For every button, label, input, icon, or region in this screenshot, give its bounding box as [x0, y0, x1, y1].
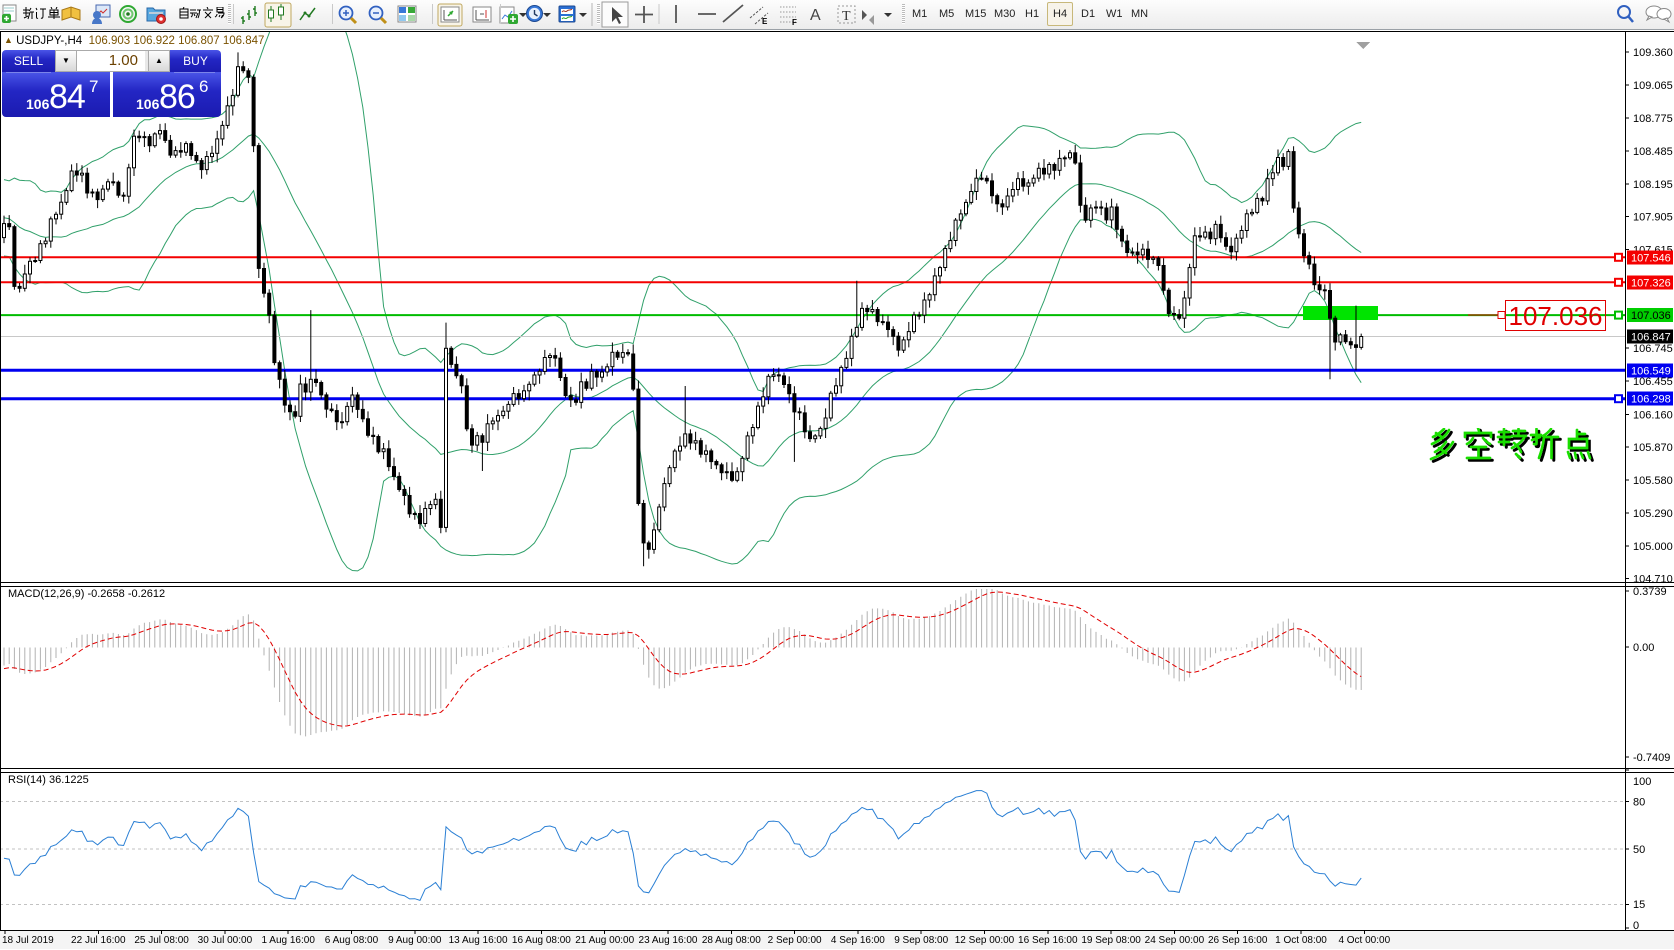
- svg-text:106.549: 106.549: [1631, 365, 1671, 377]
- svg-text:0: 0: [1633, 920, 1639, 932]
- svg-text:4 Sep 16:00: 4 Sep 16:00: [831, 935, 885, 946]
- svg-text:9 Aug 00:00: 9 Aug 00:00: [388, 935, 442, 946]
- svg-text:4 Oct 00:00: 4 Oct 00:00: [1338, 935, 1390, 946]
- svg-text:25 Jul 08:00: 25 Jul 08:00: [134, 935, 189, 946]
- svg-text:-0.7409: -0.7409: [1633, 752, 1670, 764]
- svg-text:100: 100: [1633, 776, 1651, 788]
- svg-text:18 Jul 2019: 18 Jul 2019: [2, 935, 54, 946]
- svg-text:80: 80: [1633, 797, 1645, 809]
- svg-text:16 Sep 16:00: 16 Sep 16:00: [1018, 935, 1078, 946]
- svg-text:E: E: [762, 17, 768, 26]
- svg-text:108.195: 108.195: [1633, 179, 1673, 191]
- svg-text:105.290: 105.290: [1633, 508, 1673, 520]
- svg-text:109.065: 109.065: [1633, 80, 1673, 92]
- svg-text:105.580: 105.580: [1633, 475, 1673, 487]
- svg-text:30 Jul 00:00: 30 Jul 00:00: [198, 935, 253, 946]
- svg-text:104.710: 104.710: [1633, 574, 1673, 586]
- svg-text:23 Aug 16:00: 23 Aug 16:00: [639, 935, 698, 946]
- svg-text:107.546: 107.546: [1631, 252, 1671, 264]
- svg-text:A: A: [810, 7, 821, 24]
- svg-text:109.360: 109.360: [1633, 47, 1673, 59]
- svg-text:0.00: 0.00: [1633, 642, 1654, 654]
- svg-text:105.000: 105.000: [1633, 541, 1673, 553]
- svg-text:19 Sep 08:00: 19 Sep 08:00: [1081, 935, 1141, 946]
- svg-text:F: F: [792, 18, 797, 27]
- svg-text:2 Sep 00:00: 2 Sep 00:00: [768, 935, 822, 946]
- svg-text:13 Aug 16:00: 13 Aug 16:00: [449, 935, 508, 946]
- svg-text:108.485: 108.485: [1633, 146, 1673, 158]
- svg-text:22 Jul 16:00: 22 Jul 16:00: [71, 935, 126, 946]
- svg-text:107.905: 107.905: [1633, 212, 1673, 224]
- svg-text:T: T: [842, 9, 851, 24]
- svg-text:106.455: 106.455: [1633, 376, 1673, 388]
- svg-text:107.326: 107.326: [1631, 277, 1671, 289]
- svg-text:12 Sep 00:00: 12 Sep 00:00: [955, 935, 1015, 946]
- svg-text:9 Sep 08:00: 9 Sep 08:00: [894, 935, 948, 946]
- svg-text:50: 50: [1633, 844, 1645, 856]
- svg-text:6 Aug 08:00: 6 Aug 08:00: [325, 935, 379, 946]
- svg-text:15: 15: [1633, 899, 1645, 911]
- svg-text:106.298: 106.298: [1631, 394, 1671, 406]
- svg-text:RSI(14) 36.1225: RSI(14) 36.1225: [8, 774, 89, 786]
- svg-text:16 Aug 08:00: 16 Aug 08:00: [512, 935, 571, 946]
- svg-text:105.870: 105.870: [1633, 442, 1673, 454]
- svg-text:24 Sep 00:00: 24 Sep 00:00: [1145, 935, 1205, 946]
- svg-text:28 Aug 08:00: 28 Aug 08:00: [702, 935, 761, 946]
- svg-text:1 Oct 08:00: 1 Oct 08:00: [1275, 935, 1327, 946]
- svg-text:1 Aug 16:00: 1 Aug 16:00: [262, 935, 316, 946]
- svg-text:26 Sep 16:00: 26 Sep 16:00: [1208, 935, 1268, 946]
- svg-text:0.3739: 0.3739: [1633, 586, 1667, 598]
- svg-text:106.745: 106.745: [1633, 343, 1673, 355]
- svg-text:106.847: 106.847: [1631, 332, 1671, 344]
- svg-text:21 Aug 00:00: 21 Aug 00:00: [575, 935, 634, 946]
- svg-text:108.775: 108.775: [1633, 113, 1673, 125]
- svg-text:MACD(12,26,9) -0.2658 -0.2612: MACD(12,26,9) -0.2658 -0.2612: [8, 588, 165, 600]
- svg-text:106.160: 106.160: [1633, 409, 1673, 421]
- svg-text:107.036: 107.036: [1631, 310, 1671, 322]
